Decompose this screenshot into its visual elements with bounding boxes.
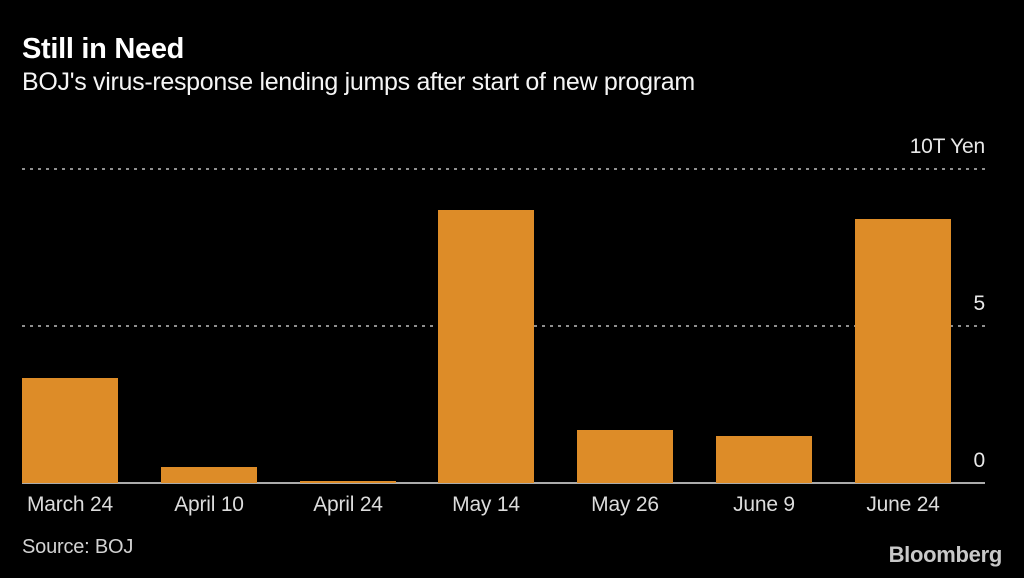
y-tick-label-5: 5 [973,292,986,315]
chart-title: Still in Need [22,33,185,65]
x-tick-label: April 24 [313,493,383,516]
bar [438,210,534,483]
x-axis-line [22,482,985,484]
x-tick-label: June 24 [866,493,940,516]
bar [577,430,673,483]
x-tick-label: March 24 [27,493,113,516]
x-tick-label: June 9 [733,493,795,516]
y-tick-label-10: 10T Yen [909,135,986,158]
gridline-10 [22,168,985,170]
bar [22,378,118,483]
x-tick-label: May 26 [591,493,659,516]
bloomberg-logo: Bloomberg [888,542,1003,567]
y-tick-label-0: 0 [973,449,986,472]
bar [300,481,396,483]
chart-subtitle: BOJ's virus-response lending jumps after… [22,68,695,96]
source-note: Source: BOJ [22,536,134,558]
bar [855,219,951,483]
bar [716,436,812,483]
bar [161,467,257,483]
x-tick-label: April 10 [174,493,244,516]
x-tick-label: May 14 [452,493,520,516]
